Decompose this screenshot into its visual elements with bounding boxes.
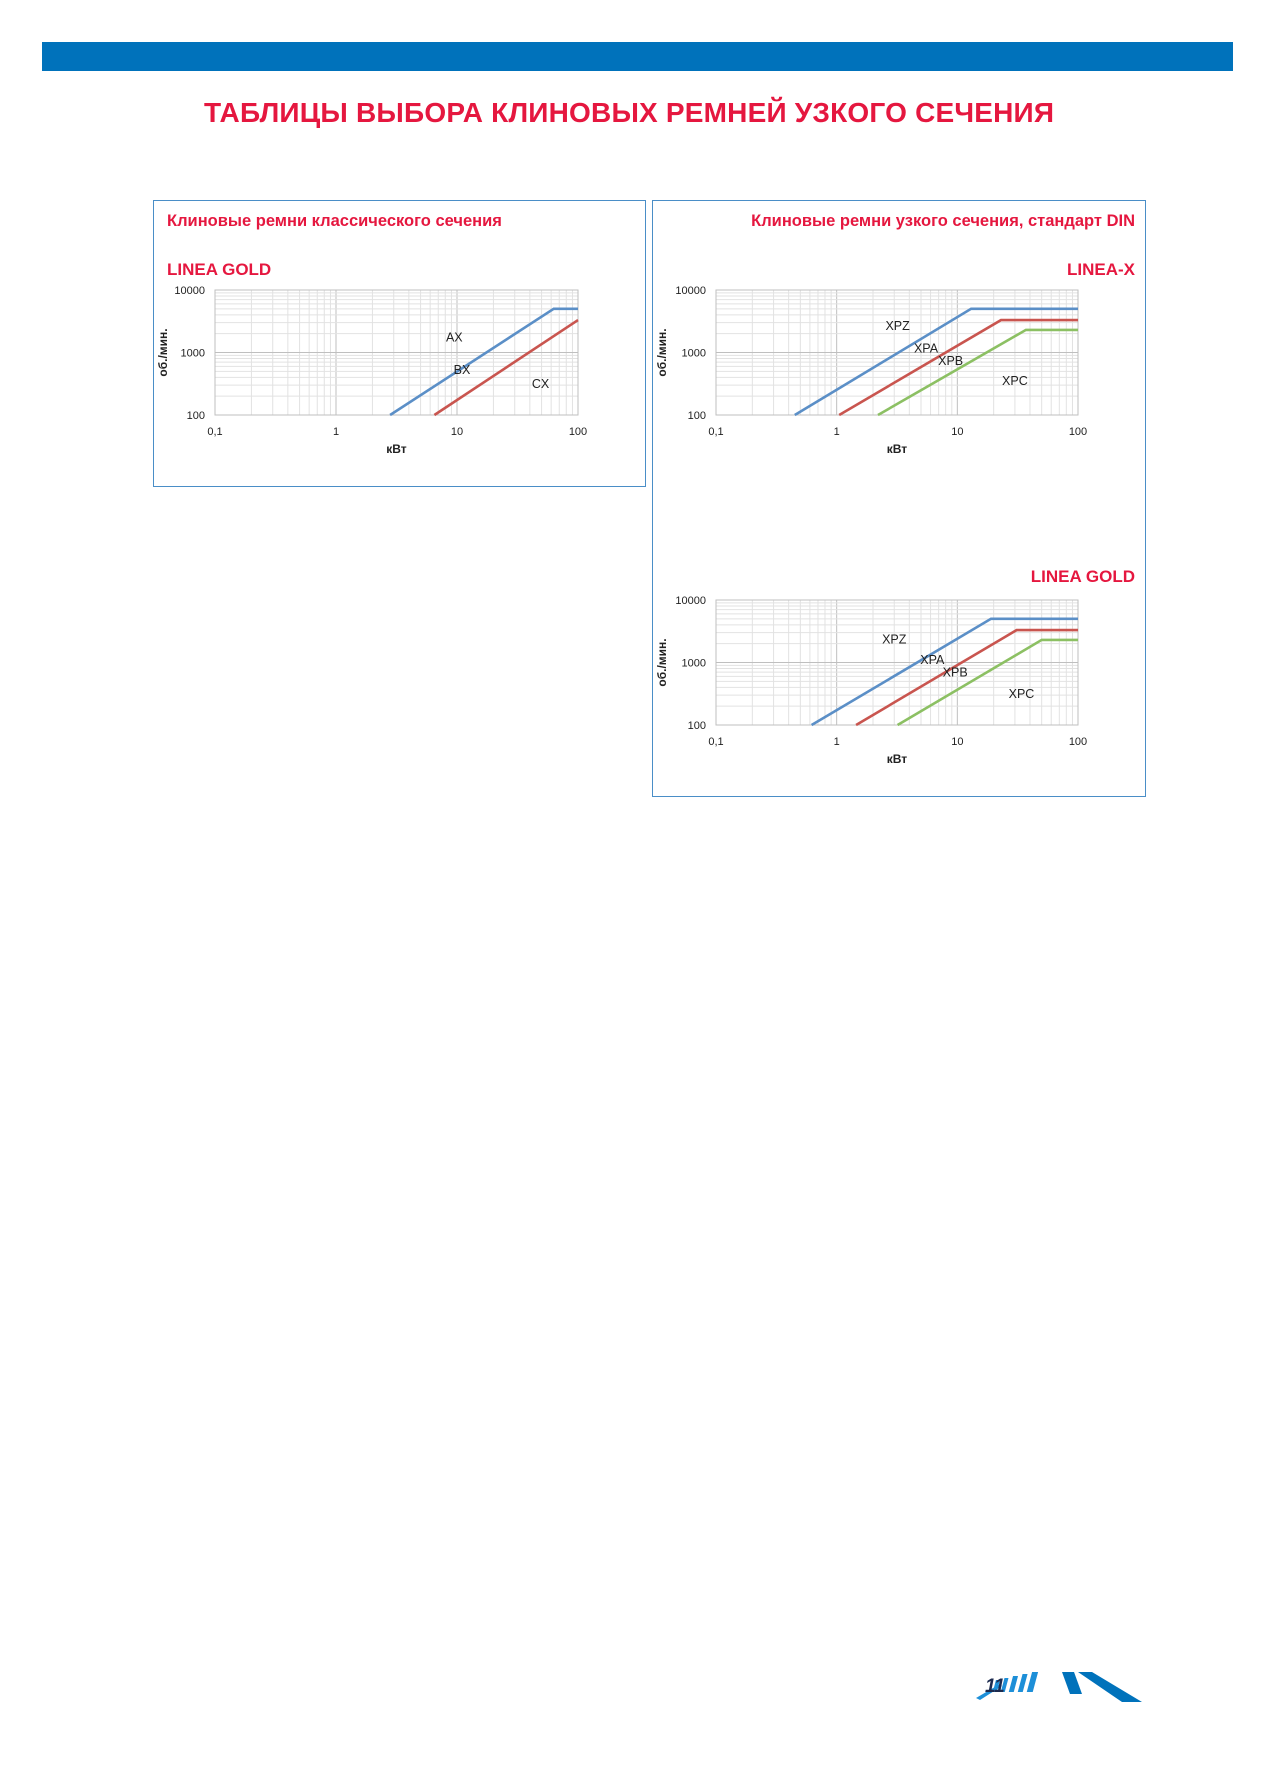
series-line-xpz (794, 307, 1078, 417)
series-label-xpc: XPC (1002, 374, 1028, 388)
series-label-xpb: XPB (938, 354, 963, 368)
series-line-ax (389, 307, 578, 417)
page-title: ТАБЛИЦЫ ВЫБОРА КЛИНОВЫХ РЕМНЕЙ УЗКОГО СЕ… (204, 97, 1055, 128)
series-line-xpb (896, 638, 1078, 727)
x-tick-label: 0,1 (207, 426, 222, 438)
y-tick-label: 10000 (174, 285, 205, 297)
series-label-xpc: XPC (1009, 687, 1035, 701)
x-axis-label: кВт (386, 442, 407, 456)
x-axis-label: кВт (887, 442, 908, 456)
y-axis-label: об./мин. (655, 638, 669, 686)
x-tick-label: 100 (1069, 736, 1087, 748)
series-label-cx: CX (532, 377, 550, 391)
series-line-xpa (855, 628, 1078, 727)
panel-classic: Клиновые ремни классического сечения LIN… (153, 200, 646, 487)
x-tick-label: 1 (834, 736, 840, 748)
series-label-xpb: XPB (943, 665, 968, 679)
y-axis-label: об./мин. (156, 328, 170, 376)
y-tick-label: 1000 (181, 348, 205, 360)
x-axis-label: кВт (887, 752, 908, 766)
x-tick-label: 10 (951, 426, 963, 438)
x-tick-label: 1 (834, 426, 840, 438)
x-tick-label: 10 (951, 736, 963, 748)
panel-heading-narrow: Клиновые ремни узкого сечения, стандарт … (751, 212, 1135, 230)
y-axis-label: об./мин. (655, 328, 669, 376)
y-tick-label: 100 (187, 410, 205, 422)
x-tick-label: 0,1 (708, 426, 723, 438)
x-tick-label: 1 (333, 426, 339, 438)
y-tick-label: 100 (688, 410, 706, 422)
top-color-bar (42, 42, 1233, 71)
grid (715, 600, 1078, 726)
brand-logo-icon (976, 1672, 1142, 1702)
series-line-xpa (838, 318, 1078, 417)
x-tick-label: 0,1 (708, 736, 723, 748)
chart-narrow-x: 0,1 1 10 100100100010000кВтоб./мин.XPZXPAXP… (655, 285, 1087, 456)
chart-title-narrow-x: LINEA-X (1067, 260, 1135, 279)
x-tick-label: 100 (1069, 426, 1087, 438)
series-label-xpz: XPZ (885, 319, 910, 333)
series-line-xpz (810, 617, 1078, 727)
y-tick-label: 100 (688, 720, 706, 732)
page-number: 11 (985, 1676, 1005, 1697)
chart-title-narrow-gold: LINEA GOLD (1030, 567, 1135, 586)
series-label-xpa: XPA (914, 342, 939, 356)
grid (214, 290, 578, 416)
series-label-bx: BX (454, 363, 471, 377)
panel-heading-classic: Клиновые ремни классического сечения (167, 212, 502, 230)
x-tick-label: 100 (569, 426, 587, 438)
series-line-xpb (877, 328, 1078, 417)
y-tick-label: 1000 (682, 658, 706, 670)
y-tick-label: 1000 (682, 348, 706, 360)
series-label-xpz: XPZ (882, 633, 907, 647)
chart-title-classic-gold: LINEA GOLD (167, 260, 272, 279)
series-line-bx (433, 319, 579, 417)
series-label-ax: AX (446, 330, 463, 344)
series-label-xpa: XPA (920, 653, 945, 667)
x-tick-label: 10 (451, 426, 463, 438)
panel-narrow-din: Клиновые ремни узкого сечения, стандарт … (652, 200, 1146, 797)
y-tick-label: 10000 (675, 595, 706, 607)
y-tick-label: 10000 (675, 285, 706, 297)
chart-classic-gold: 0,1 1 10 100 100 1000 10000 кВт об./мин. AX BX CX (156, 285, 587, 456)
